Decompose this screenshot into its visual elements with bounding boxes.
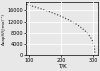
X-axis label: T/K: T/K: [58, 64, 66, 69]
Y-axis label: ΔvapH/(J·mol⁻¹): ΔvapH/(J·mol⁻¹): [2, 13, 6, 45]
